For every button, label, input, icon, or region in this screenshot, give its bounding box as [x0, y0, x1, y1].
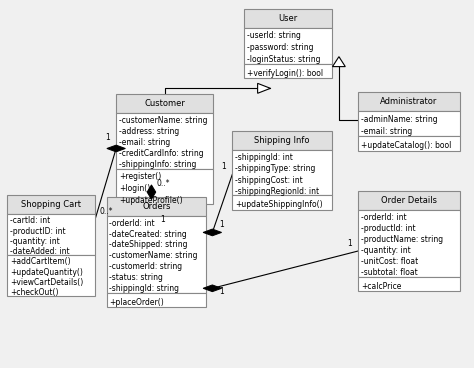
Polygon shape: [333, 57, 345, 67]
Text: -customerName: string: -customerName: string: [119, 116, 208, 125]
Text: -dateCreated: string: -dateCreated: string: [109, 230, 187, 238]
Text: +viewCartDetails(): +viewCartDetails(): [10, 278, 83, 287]
Bar: [107, 293, 206, 307]
Polygon shape: [258, 84, 270, 93]
Text: -unitCost: float: -unitCost: float: [361, 257, 418, 266]
Text: -email: string: -email: string: [361, 127, 412, 136]
Text: 1: 1: [105, 133, 110, 142]
Text: -shippingCost: int: -shippingCost: int: [235, 176, 303, 184]
Text: -productId: int: -productId: int: [361, 224, 415, 233]
Bar: [244, 64, 332, 78]
Text: -quantity: int: -quantity: int: [10, 237, 60, 246]
Text: 1: 1: [219, 287, 224, 296]
Text: Shopping Cart: Shopping Cart: [21, 200, 81, 209]
Text: -dateShipped: string: -dateShipped: string: [109, 241, 188, 250]
Bar: [358, 210, 460, 277]
Text: +placeOrder(): +placeOrder(): [109, 298, 164, 307]
Bar: [7, 214, 95, 255]
Text: -shippingId: int: -shippingId: int: [235, 153, 293, 162]
Text: -customerId: string: -customerId: string: [109, 262, 182, 271]
Text: -creditCardInfo: string: -creditCardInfo: string: [119, 149, 204, 158]
Text: -adminName: string: -adminName: string: [361, 115, 438, 124]
Bar: [116, 94, 213, 113]
Text: -subtotal: float: -subtotal: float: [361, 268, 418, 277]
Text: 1: 1: [347, 238, 352, 248]
Text: Shipping Info: Shipping Info: [254, 136, 310, 145]
Text: +updateProfile(): +updateProfile(): [119, 196, 182, 205]
Text: -email: string: -email: string: [119, 138, 170, 147]
Text: +verifyLogin(): bool: +verifyLogin(): bool: [247, 69, 323, 78]
Bar: [107, 216, 206, 293]
Bar: [107, 197, 206, 216]
Bar: [7, 255, 95, 296]
Bar: [244, 28, 332, 64]
Polygon shape: [147, 185, 156, 199]
Text: +register(): +register(): [119, 172, 161, 181]
Bar: [358, 191, 460, 210]
Polygon shape: [203, 229, 221, 236]
Bar: [116, 113, 213, 169]
Text: -userId: string: -userId: string: [247, 32, 301, 40]
Text: -address: string: -address: string: [119, 127, 179, 136]
Bar: [358, 92, 460, 111]
Text: 0..*: 0..*: [100, 207, 113, 216]
Text: +updateShippingInfo(): +updateShippingInfo(): [235, 201, 323, 209]
Text: -orderId: int: -orderId: int: [361, 213, 406, 222]
Bar: [358, 136, 460, 151]
Text: -dateAdded: int: -dateAdded: int: [10, 247, 70, 256]
Text: +addCartItem(): +addCartItem(): [10, 257, 71, 266]
Text: 1: 1: [221, 162, 226, 171]
Text: +updateQuantity(): +updateQuantity(): [10, 268, 83, 277]
Text: -customerName: string: -customerName: string: [109, 251, 198, 261]
Text: -password: string: -password: string: [247, 43, 313, 52]
Text: +calcPrice: +calcPrice: [361, 282, 401, 291]
Bar: [244, 9, 332, 28]
Text: 1: 1: [160, 215, 164, 224]
Text: User: User: [278, 14, 298, 23]
Text: -shippingType: string: -shippingType: string: [235, 164, 316, 173]
Bar: [232, 150, 332, 195]
Text: +login(): +login(): [119, 184, 150, 193]
Text: +checkOut(): +checkOut(): [10, 288, 58, 297]
Text: Orders: Orders: [142, 202, 171, 211]
Text: -shippingRegionId: int: -shippingRegionId: int: [235, 187, 319, 196]
Text: Customer: Customer: [144, 99, 185, 108]
Text: -productID: int: -productID: int: [10, 227, 65, 236]
Text: Administrator: Administrator: [380, 97, 438, 106]
Text: -cartId: int: -cartId: int: [10, 216, 50, 225]
Text: -status: string: -status: string: [109, 273, 164, 282]
Text: +updateCatalog(): bool: +updateCatalog(): bool: [361, 141, 451, 150]
Text: 0..*: 0..*: [156, 179, 170, 188]
Text: -productName: string: -productName: string: [361, 235, 443, 244]
Bar: [232, 195, 332, 210]
Text: Order Details: Order Details: [381, 197, 437, 205]
Bar: [7, 195, 95, 214]
Text: 1: 1: [219, 220, 224, 229]
Bar: [232, 131, 332, 150]
Text: -quantity: int: -quantity: int: [361, 246, 410, 255]
Text: -shippingId: string: -shippingId: string: [109, 284, 180, 293]
Bar: [358, 111, 460, 136]
Polygon shape: [203, 285, 221, 291]
Text: -shippingInfo: string: -shippingInfo: string: [119, 160, 196, 170]
Polygon shape: [107, 145, 125, 152]
Text: -orderId: int: -orderId: int: [109, 219, 155, 228]
Text: -loginStatus: string: -loginStatus: string: [247, 55, 320, 64]
Bar: [358, 277, 460, 291]
Bar: [116, 169, 213, 204]
